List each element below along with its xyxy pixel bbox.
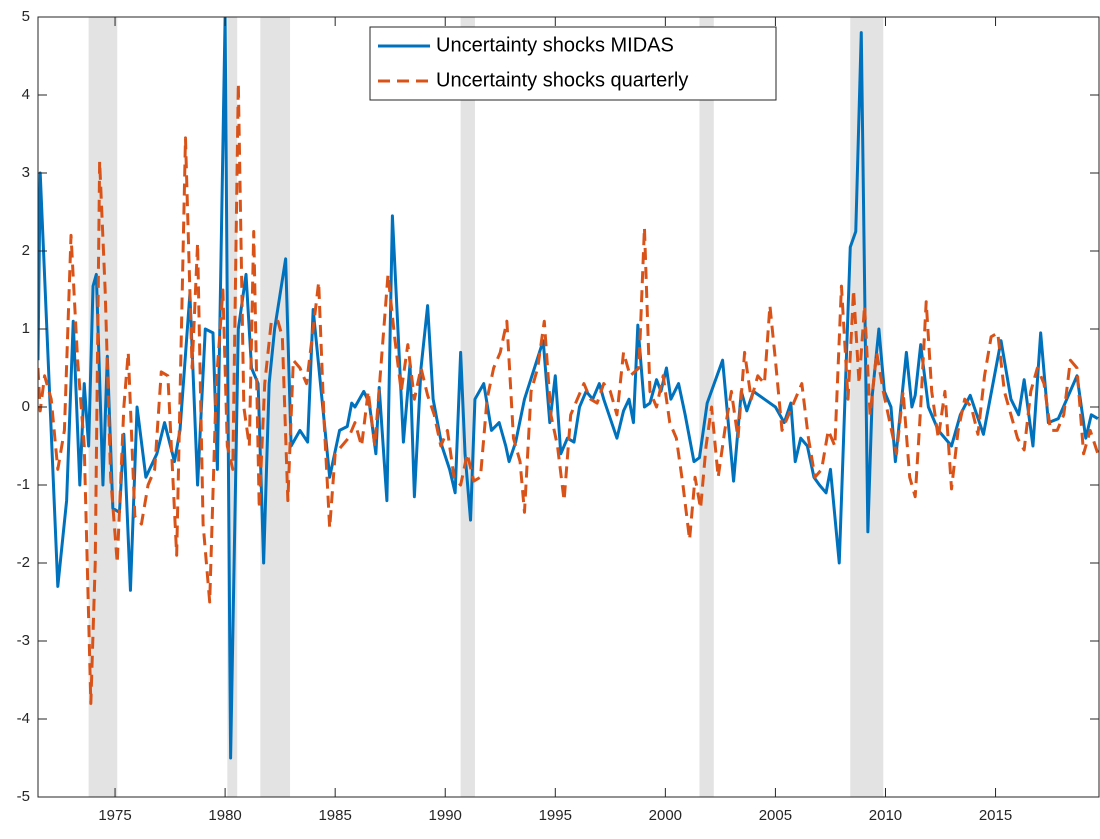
y-tick-label: -1 — [17, 476, 30, 493]
y-tick-label: -3 — [17, 632, 30, 649]
y-tick-label: -2 — [17, 554, 30, 571]
legend: Uncertainty shocks MIDAS Uncertainty shoc… — [369, 26, 777, 101]
x-tick-label: 1975 — [98, 807, 131, 824]
x-tick-label: 1985 — [318, 807, 351, 824]
recession-band — [460, 17, 475, 797]
x-tick-label: 1995 — [539, 807, 572, 824]
x-tick-label: 2015 — [979, 807, 1012, 824]
y-tick-label: 1 — [22, 320, 30, 337]
y-tick-label: 5 — [22, 8, 30, 25]
y-tick-label: 2 — [22, 242, 30, 259]
x-tick-label: 2010 — [869, 807, 902, 824]
series-line — [38, 17, 1099, 760]
y-tick-label: -4 — [17, 710, 30, 727]
series-line — [38, 81, 1099, 705]
legend-label: Uncertainty shocks MIDAS — [436, 34, 674, 56]
x-tick-label: 1980 — [208, 807, 241, 824]
x-tick-label: 2000 — [649, 807, 682, 824]
legend-label: Uncertainty shocks quarterly — [436, 69, 688, 91]
x-tick-label: 1990 — [429, 807, 462, 824]
y-tick-label: -5 — [17, 788, 30, 805]
y-tick-label: 0 — [22, 398, 30, 415]
plot-frame — [37, 16, 1100, 798]
x-tick-label: 2005 — [759, 807, 792, 824]
axes: -5 -4 -3 -2 -1 0 1 2 3 4 5 1975 1980 1985 1990 1995 2000… — [17, 8, 1099, 824]
plot-area — [38, 17, 1099, 797]
series-lines — [38, 17, 1099, 760]
recession-band — [227, 17, 238, 797]
legend-box — [369, 26, 777, 101]
y-tick-label: 3 — [22, 164, 30, 181]
y-tick-label: 4 — [22, 86, 30, 103]
